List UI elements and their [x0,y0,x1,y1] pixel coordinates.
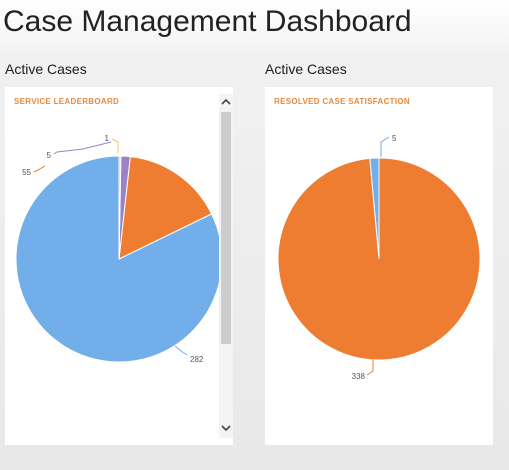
label-leader-line [33,165,46,173]
section-label-left: Active Cases [5,61,87,77]
pie-slice[interactable] [277,157,481,361]
label-leader-line [380,136,390,157]
pie-slice[interactable] [118,156,213,260]
label-leader-line [111,138,119,153]
vertical-scrollbar[interactable] [219,94,233,438]
resolved-case-satisfaction-chart: 5 338 [277,134,481,381]
chart-title: RESOLVED CASE SATISFACTION [274,97,410,106]
data-label: 5 [47,151,52,160]
data-label: 338 [352,372,366,381]
resolved-case-satisfaction-panel: RESOLVED CASE SATISFACTION 5 338 [265,87,493,445]
chart-title: SERVICE LEADERBOARD [14,97,120,106]
chevron-up-icon[interactable] [219,94,233,110]
data-label: 1 [105,134,110,143]
section-label-right: Active Cases [265,61,347,77]
label-leader-line [53,141,112,155]
page-title: Case Management Dashboard [3,5,412,38]
service-leaderboard-panel: SERVICE LEADERBOARD 282 55 5 1 [5,87,233,445]
scroll-thumb[interactable] [221,112,231,344]
data-label: 55 [22,168,31,177]
data-label: 5 [392,134,397,143]
pie-slice[interactable] [118,155,122,260]
label-leader-line [366,360,374,376]
chevron-down-icon[interactable] [219,420,233,436]
data-label: 282 [190,355,204,364]
label-leader-line [174,345,188,356]
